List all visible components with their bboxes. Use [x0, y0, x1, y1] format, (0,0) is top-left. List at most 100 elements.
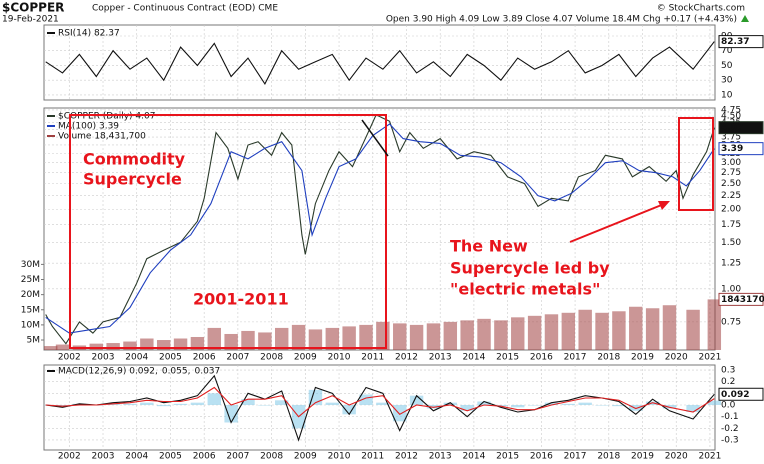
legend-label: 0.055,	[162, 367, 191, 377]
bar	[123, 403, 137, 405]
y-tick-label: -0.3	[721, 435, 739, 445]
bar	[140, 338, 154, 350]
x-tick-label: 2004	[125, 353, 148, 363]
bar	[275, 327, 289, 350]
value-box-label: 18431700	[721, 295, 764, 305]
x-tick-label: 2019	[631, 452, 654, 462]
bar	[376, 402, 390, 405]
bar	[578, 402, 592, 405]
bar	[275, 400, 289, 405]
bar	[359, 394, 373, 405]
y-tick-label: 1.75	[721, 220, 741, 230]
bar	[258, 332, 272, 350]
bar	[173, 403, 188, 405]
description: Copper - Continuous Contract (EOD) CME	[92, 4, 278, 14]
annotation: Supercycle	[83, 170, 182, 189]
credit: © StockCharts.com	[657, 4, 745, 14]
bar	[511, 317, 525, 350]
x-tick-label: 2017	[564, 353, 587, 363]
x-tick-label: 2008	[260, 452, 283, 462]
x-tick-label: 2014	[462, 353, 485, 363]
symbol: $COPPER	[2, 1, 64, 15]
value-box	[718, 292, 764, 306]
y2-tick-label: 30M	[21, 260, 40, 270]
bar	[207, 393, 221, 405]
bar	[578, 309, 592, 350]
bar	[561, 312, 576, 350]
x-tick-label: 2004	[125, 452, 148, 462]
x-tick-label: 2016	[530, 452, 553, 462]
bar	[494, 404, 508, 407]
y-tick-label: 2.75	[721, 168, 741, 178]
bar	[561, 403, 576, 405]
y-tick-label: 2.25	[721, 191, 741, 201]
x-tick-label: 2007	[226, 452, 249, 462]
bar	[258, 404, 272, 406]
bar	[376, 321, 390, 350]
legend-label: $COPPER (Daily) 4.07	[58, 112, 155, 122]
bar	[707, 299, 722, 350]
highlight-box	[69, 114, 387, 349]
bar	[409, 324, 424, 350]
x-tick-label: 2008	[260, 353, 283, 363]
x-tick-label: 2009	[294, 353, 317, 363]
x-tick-label: 2011	[361, 353, 384, 363]
panel-frame	[43, 364, 716, 451]
y-tick-label: 4.50	[721, 112, 741, 122]
annotation: Supercycle led by	[450, 259, 610, 278]
y-tick-label: 0.75	[721, 317, 741, 327]
bar	[190, 402, 205, 405]
bar	[241, 399, 255, 405]
x-tick-label: 2003	[92, 452, 115, 462]
bar	[359, 324, 373, 350]
x-tick-label: 2005	[159, 452, 182, 462]
series-line	[45, 123, 715, 334]
panel-frame	[43, 24, 716, 101]
bar	[645, 308, 660, 350]
y-tick-label: 70	[721, 46, 733, 56]
bar	[662, 305, 677, 350]
bar	[595, 312, 609, 350]
x-tick-label: 2006	[193, 452, 216, 462]
bar	[477, 318, 491, 350]
x-tick-label: 2013	[429, 452, 452, 462]
y-tick-label: -0.2	[721, 424, 739, 434]
bar	[173, 338, 188, 350]
bar	[106, 403, 120, 405]
bar	[224, 404, 238, 423]
value-box-label: 82.37	[721, 37, 749, 47]
x-tick-label: 2019	[631, 353, 654, 363]
x-tick-label: 2010	[328, 353, 351, 363]
bar	[325, 402, 340, 405]
legend-label: Volume 18,431,700	[58, 132, 146, 142]
bar	[342, 404, 356, 415]
value-box-label: 4.07	[721, 123, 743, 133]
bar	[612, 404, 626, 407]
bar	[629, 306, 643, 350]
y-tick-label: 30	[721, 76, 733, 86]
x-tick-label: 2020	[665, 353, 688, 363]
value-box	[718, 35, 764, 49]
annotation: "electric metals"	[450, 280, 600, 299]
y2-tick-label: 10M	[21, 320, 40, 330]
bar	[241, 330, 255, 350]
highlight-box	[678, 117, 714, 211]
y-tick-label: 10	[721, 90, 733, 100]
y2-tick-label: 5M	[27, 336, 41, 346]
bar	[72, 403, 87, 405]
bar	[55, 344, 70, 350]
bar	[544, 314, 559, 350]
bar	[544, 402, 559, 405]
bar	[224, 333, 238, 350]
bar	[393, 323, 407, 350]
y-tick-label: 3.00	[721, 158, 741, 168]
legend-label: 0.037	[194, 367, 220, 377]
bar	[156, 340, 171, 350]
y-tick-label: 0.2	[721, 377, 735, 387]
bar	[527, 315, 542, 350]
x-tick-label: 2020	[665, 452, 688, 462]
y-tick-label: 3.75	[721, 133, 741, 143]
bar	[686, 309, 700, 350]
y-tick-label: 1.50	[721, 238, 741, 248]
bar	[156, 404, 171, 407]
